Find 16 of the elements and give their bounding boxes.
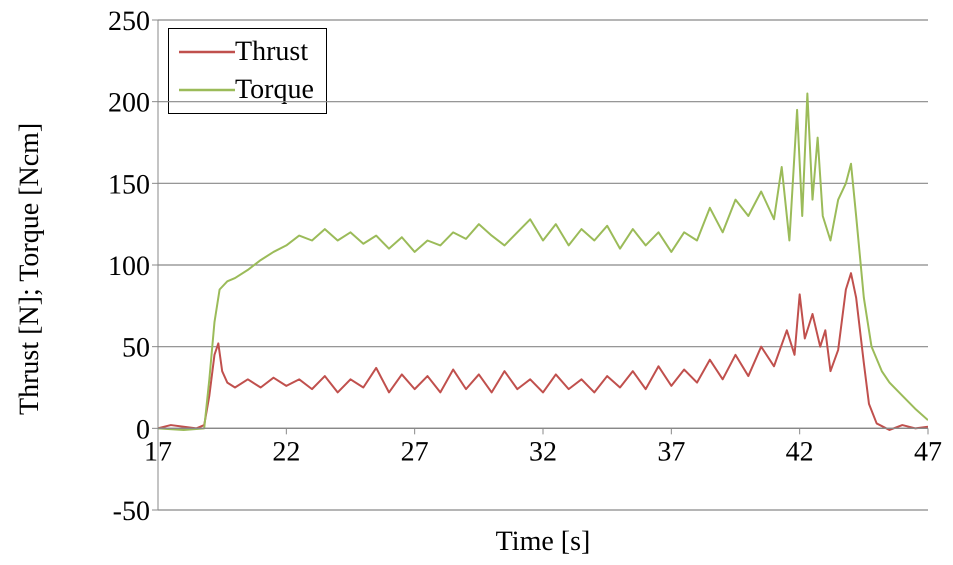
x-tick-label: 32 (529, 436, 557, 468)
y-tick-label: 150 (108, 169, 150, 200)
y-tick-label: 50 (122, 332, 150, 364)
legend-label: Torque (235, 73, 314, 107)
x-axis-title: Time [s] (496, 526, 590, 557)
x-tick-label: 42 (786, 436, 814, 468)
x-tick-label: 47 (914, 436, 942, 468)
legend-label: Thrust (235, 35, 308, 69)
x-tick-label: 37 (657, 436, 686, 468)
y-tick-label: 250 (108, 6, 150, 37)
y-axis-title: Thrust [N]; Torque [Ncm] (14, 122, 45, 415)
y-tick-label: -50 (112, 496, 150, 527)
x-tick-label: 27 (400, 436, 429, 468)
y-tick-label: 100 (108, 250, 150, 282)
y-tick-label: 200 (108, 88, 150, 119)
x-tick-label: 22 (272, 436, 300, 468)
